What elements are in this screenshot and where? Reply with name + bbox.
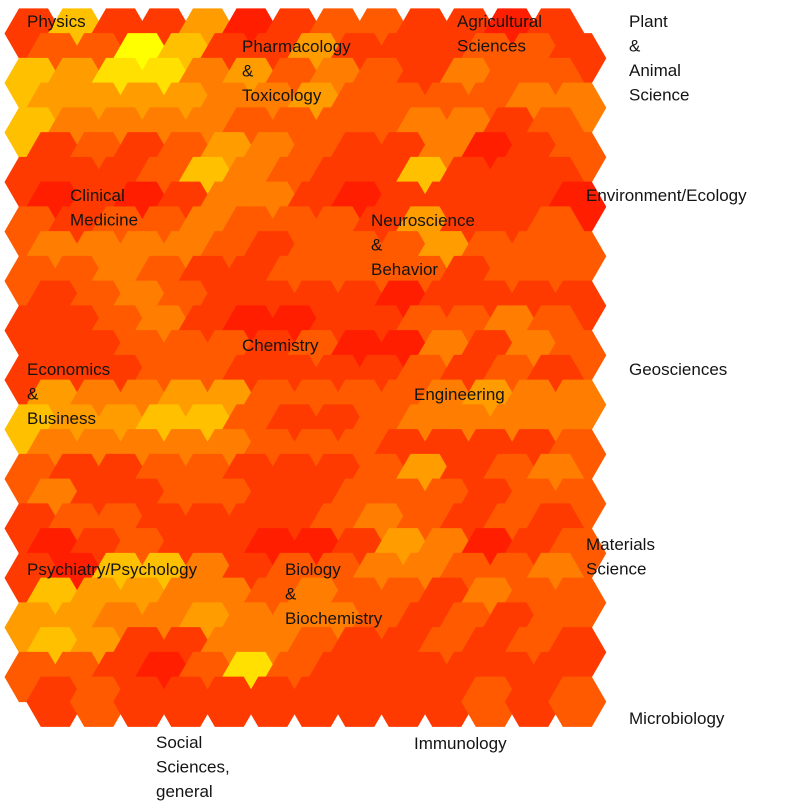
region-label-line: general bbox=[156, 782, 213, 801]
region-label-line: Science bbox=[629, 86, 689, 105]
region-labels: Physics Pharmacology & Toxicology Agricultur… bbox=[27, 12, 747, 801]
region-label-line: Sciences, bbox=[156, 758, 230, 777]
region-label-line: Engineering bbox=[414, 385, 505, 404]
hex-cell bbox=[26, 676, 85, 727]
region-label-line: Business bbox=[27, 409, 96, 428]
region-label-line: Geosciences bbox=[629, 360, 727, 379]
region-label: Clinical Medicine bbox=[70, 186, 138, 230]
hex-cell bbox=[548, 676, 607, 727]
hex-cell bbox=[200, 676, 259, 727]
region-label: Environment/Ecology bbox=[586, 186, 747, 205]
region-label-line: Environment/Ecology bbox=[586, 186, 747, 205]
hex-cell bbox=[330, 676, 389, 727]
hex-cell bbox=[461, 676, 520, 727]
region-label-line: Materials bbox=[586, 535, 655, 554]
region-label: Immunology bbox=[414, 734, 507, 753]
region-label-line: Pharmacology bbox=[242, 37, 351, 56]
region-label: Plant & Animal Science bbox=[629, 12, 689, 105]
region-label: Physics bbox=[27, 12, 86, 31]
hex-cell bbox=[504, 676, 563, 727]
region-label: Microbiology bbox=[629, 709, 725, 728]
hex-cell bbox=[243, 676, 302, 727]
hex-cell bbox=[69, 676, 128, 727]
region-label-line: Psychiatry/Psychology bbox=[27, 560, 198, 579]
region-label: Chemistry bbox=[242, 336, 319, 355]
region-label-line: & bbox=[242, 62, 254, 81]
region-label-line: Plant bbox=[629, 12, 668, 31]
hex-cell bbox=[417, 676, 476, 727]
region-label-line: & bbox=[371, 236, 383, 255]
region-label-line: & bbox=[27, 385, 39, 404]
region-label-line: Microbiology bbox=[629, 709, 725, 728]
region-label: Agricultural Sciences bbox=[457, 12, 542, 56]
region-label-line: Social bbox=[156, 733, 202, 752]
region-label: Engineering bbox=[414, 385, 505, 404]
hex-cell bbox=[156, 676, 215, 727]
region-label: Psychiatry/Psychology bbox=[27, 560, 198, 579]
region-label-line: & bbox=[285, 585, 297, 604]
region-label-line: Science bbox=[586, 560, 646, 579]
region-label-line: Sciences bbox=[457, 37, 526, 56]
hex-cell bbox=[287, 676, 346, 727]
region-label: Neuroscience & Behavior bbox=[371, 211, 475, 279]
region-label: Pharmacology & Toxicology bbox=[242, 37, 351, 105]
hex-cell bbox=[113, 676, 172, 727]
region-label-line: Immunology bbox=[414, 734, 507, 753]
region-label-line: Neuroscience bbox=[371, 211, 475, 230]
region-label-line: Agricultural bbox=[457, 12, 542, 31]
region-label: Materials Science bbox=[586, 535, 655, 579]
region-label-line: Toxicology bbox=[242, 86, 322, 105]
region-label-line: Chemistry bbox=[242, 336, 319, 355]
region-label-line: Biology bbox=[285, 560, 341, 579]
region-label-line: Economics bbox=[27, 360, 110, 379]
region-label-line: Medicine bbox=[70, 211, 138, 230]
hex-cell bbox=[374, 676, 433, 727]
region-label: Economics & Business bbox=[27, 360, 110, 428]
region-label-line: Animal bbox=[629, 61, 681, 80]
region-label: Geosciences bbox=[629, 360, 727, 379]
region-label: Social Sciences, general bbox=[156, 733, 230, 801]
region-label-line: & bbox=[629, 37, 641, 56]
region-label-line: Biochemistry bbox=[285, 609, 383, 628]
region-label-line: Clinical bbox=[70, 186, 125, 205]
region-label-line: Behavior bbox=[371, 260, 438, 279]
hex-cells bbox=[4, 8, 607, 727]
region-label: Biology & Biochemistry bbox=[285, 560, 383, 628]
region-label-line: Physics bbox=[27, 12, 86, 31]
